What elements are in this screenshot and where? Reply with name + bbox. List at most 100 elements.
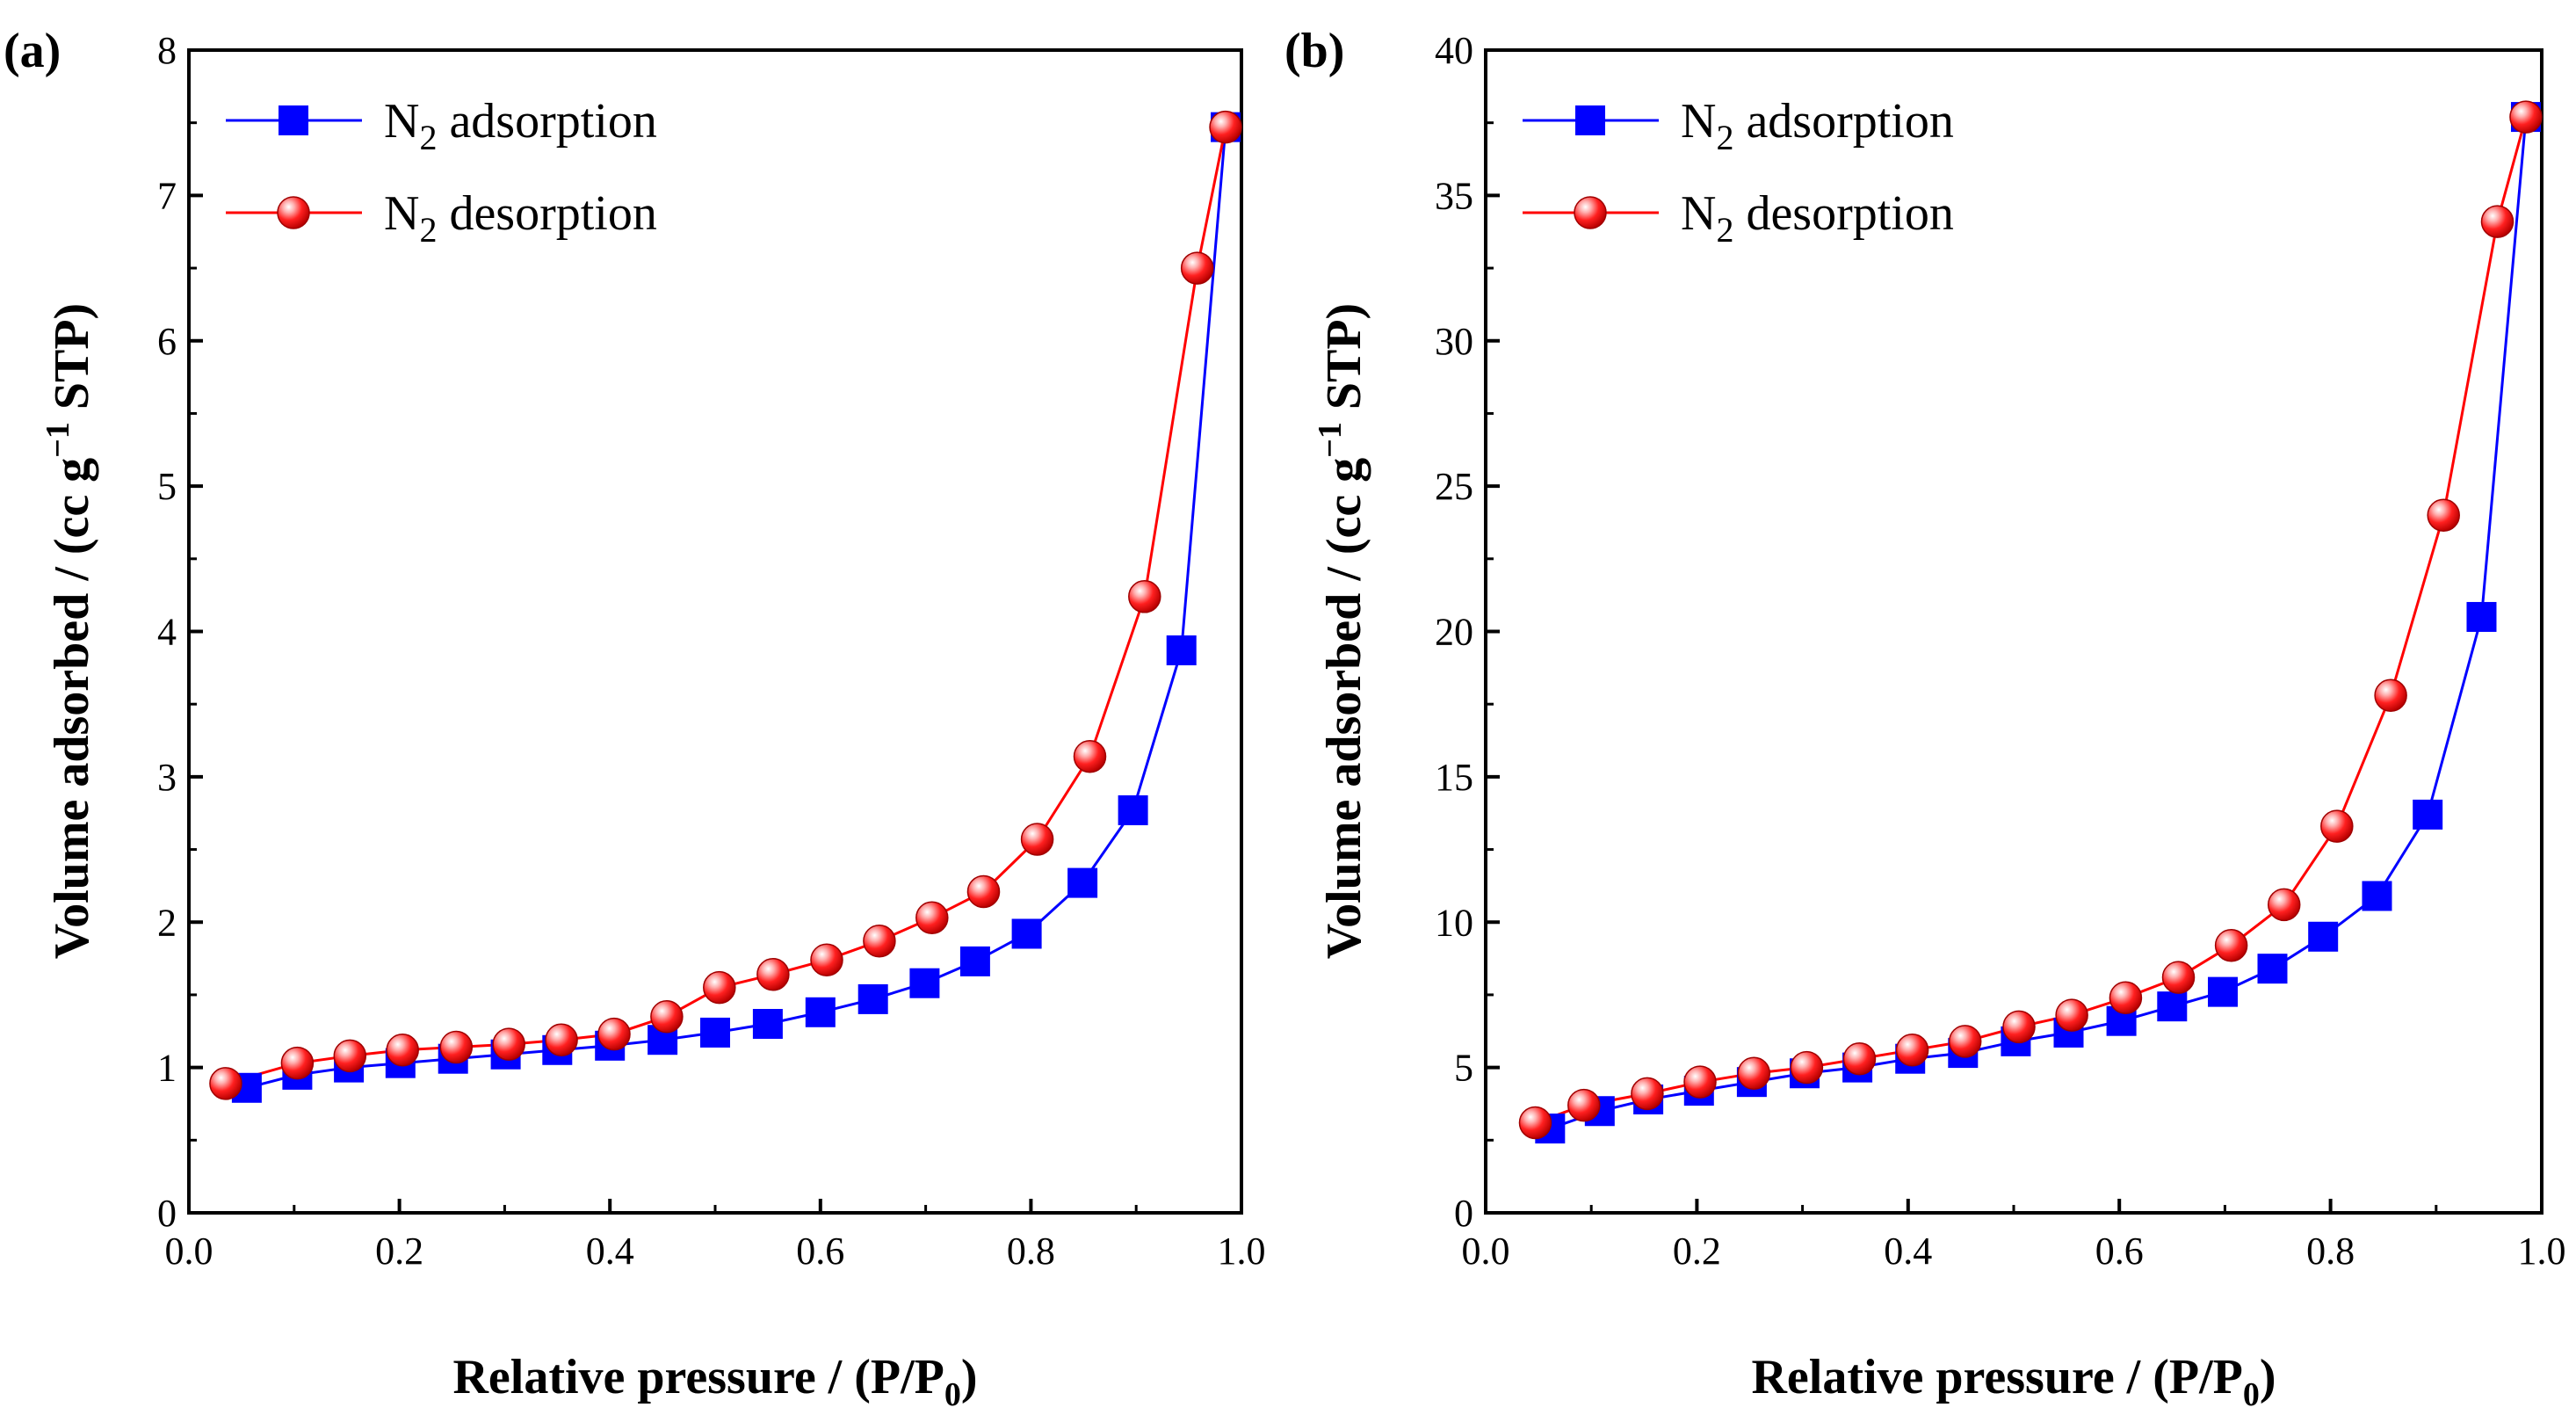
x-axis-title-b: Relative pressure / (P/P0) (1751, 1350, 2276, 1413)
desorption-point (2002, 1010, 2036, 1044)
x-tick-label: 0.6 (796, 1230, 844, 1273)
series-group-a (209, 110, 1242, 1103)
legend-a: N2 adsorption N2 desorption (226, 94, 657, 250)
y-tick-label: 1 (157, 1047, 177, 1090)
desorption-point (810, 943, 843, 976)
legend-label: N2 desorption (384, 186, 657, 250)
adsorption-point (959, 946, 990, 976)
desorption-point (703, 970, 736, 1005)
desorption-point (966, 874, 1001, 909)
legend-label: N2 desorption (1681, 186, 1954, 250)
y-tick-label: 7 (157, 174, 177, 217)
y-tick-label: 10 (1435, 901, 1473, 944)
ticks-a: 0.0 0.2 0.4 0.6 0.8 1.0 0 1 2 3 4 5 6 7 8 (157, 29, 1266, 1273)
adsorption-point (2207, 976, 2238, 1007)
desorption-line (225, 127, 1227, 1085)
y-tick-label: 4 (157, 611, 177, 654)
y-tick-label: 8 (157, 29, 177, 72)
adsorption-point (2466, 601, 2497, 632)
desorption-point (1842, 1041, 1877, 1076)
legend-marker-circle (277, 196, 310, 229)
desorption-point (1895, 1034, 1929, 1067)
desorption-point (2374, 678, 2407, 713)
y-tick-label: 3 (157, 756, 177, 799)
adsorption-point (2413, 799, 2443, 830)
desorption-point (209, 1067, 242, 1100)
desorption-point (1790, 1050, 1824, 1085)
y-tick-label: 0 (1454, 1192, 1473, 1235)
desorption-point (1631, 1077, 1664, 1111)
x-axis-title-a: Relative pressure / (P/P0) (452, 1350, 977, 1413)
y-tick-label: 15 (1435, 756, 1473, 799)
desorption-point (2320, 809, 2354, 843)
desorption-point (1073, 739, 1107, 773)
desorption-point (2427, 498, 2460, 532)
legend-b: N2 adsorption N2 desorption (1523, 94, 1954, 250)
desorption-point (1209, 110, 1242, 144)
desorption-point (1948, 1025, 1982, 1058)
chart-panel-b: (b) 0.0 0.2 0.4 0.6 0.8 1.0 0 5 10 15 20 25 30 35 40 N… (1284, 24, 2566, 1413)
x-tick-label: 0.2 (1673, 1230, 1721, 1273)
adsorption-point (700, 1017, 730, 1048)
desorption-point (650, 999, 684, 1034)
adsorption-point (1118, 794, 1148, 825)
y-axis-title-b: Volume adsorbed / (cc g−1 STP) (1312, 303, 1371, 959)
y-tick-label: 25 (1435, 465, 1473, 508)
adsorption-point (1166, 635, 1197, 665)
adsorption-point (2308, 921, 2339, 952)
desorption-point (863, 924, 896, 958)
desorption-point (1128, 580, 1161, 613)
desorption-point (2055, 998, 2088, 1032)
desorption-point (333, 1039, 367, 1073)
x-tick-label: 0.8 (1007, 1230, 1055, 1273)
desorption-point (2267, 888, 2301, 922)
desorption-point (915, 901, 949, 935)
y-tick-label: 2 (157, 901, 177, 944)
legend-marker-circle (1574, 196, 1607, 229)
y-tick-label: 0 (157, 1192, 177, 1235)
panel-label-a: (a) (4, 24, 61, 78)
desorption-point (386, 1034, 419, 1067)
y-tick-label: 5 (157, 465, 177, 508)
desorption-point (2161, 961, 2196, 994)
adsorption-point (805, 997, 836, 1027)
y-tick-label: 20 (1435, 611, 1473, 654)
desorption-point (2480, 205, 2514, 238)
x-tick-label: 0.8 (2306, 1230, 2355, 1273)
y-tick-label: 35 (1435, 174, 1473, 217)
adsorption-point (1011, 918, 1042, 949)
x-tick-label: 0.0 (1462, 1230, 1510, 1273)
desorption-point (1683, 1065, 1717, 1099)
panel-label-b: (b) (1284, 24, 1344, 78)
desorption-point (280, 1046, 315, 1080)
desorption-point (492, 1027, 525, 1061)
desorption-point (1737, 1056, 1771, 1090)
y-tick-label: 5 (1454, 1047, 1473, 1090)
chart-panel-a: (a) 0.0 0.2 0.4 0.6 0.8 1.0 0 1 2 3 4 5 6 7 8 N2 adsor… (4, 24, 1266, 1413)
desorption-point (439, 1030, 474, 1064)
adsorption-line (246, 127, 1227, 1090)
desorption-point (1180, 251, 1214, 285)
legend-label: N2 adsorption (384, 94, 657, 157)
adsorption-point (2257, 954, 2288, 984)
legend-marker-square (279, 105, 308, 135)
x-tick-label: 1.0 (2518, 1230, 2566, 1273)
adsorption-line (1549, 116, 2528, 1130)
desorption-point (1020, 823, 1054, 856)
y-tick-label: 40 (1435, 29, 1473, 72)
desorption-point (1567, 1088, 1601, 1122)
x-tick-label: 1.0 (1218, 1230, 1266, 1273)
legend-marker-square (1575, 105, 1605, 135)
x-tick-label: 0.4 (1884, 1230, 1932, 1273)
desorption-point (2509, 100, 2543, 134)
y-tick-label: 6 (157, 320, 177, 363)
x-tick-label: 0.4 (586, 1230, 634, 1273)
x-tick-label: 0.6 (2095, 1230, 2144, 1273)
desorption-point (1518, 1106, 1552, 1140)
desorption-point (2214, 928, 2248, 962)
series-group-b (1518, 100, 2543, 1144)
adsorption-point (2362, 881, 2392, 911)
adsorption-point (752, 1009, 783, 1040)
x-tick-label: 0.0 (165, 1230, 213, 1273)
